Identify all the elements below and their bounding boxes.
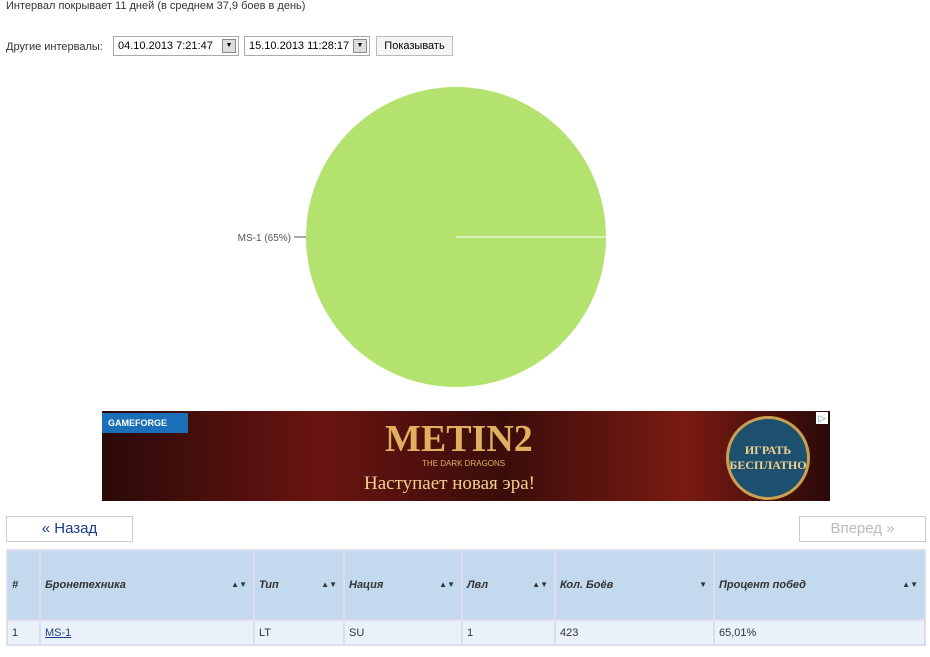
show-button[interactable]: Показывать: [376, 36, 453, 56]
sort-icon[interactable]: ▲▼: [231, 580, 247, 589]
ad-subtitle: THE DARK DRAGONS: [422, 459, 506, 468]
col-number: #: [6, 549, 41, 621]
col-label: Кол. Боёв: [560, 579, 614, 591]
col-type[interactable]: Тип ▲▼: [253, 549, 345, 621]
cell-number: 1: [6, 619, 41, 646]
pie-chart: MS-1 (65%): [238, 87, 606, 387]
table-header: # Бронетехника ▲▼ Тип ▲▼ Нация ▲▼ Лвл ▲▼ Кол…: [6, 549, 926, 621]
cell-winrate: 65,01%: [713, 619, 926, 646]
pie-slice-label: MS-1 (65%): [238, 233, 291, 244]
vehicle-table: # Бронетехника ▲▼ Тип ▲▼ Нация ▲▼ Лвл ▲▼ Кол…: [6, 549, 926, 646]
col-level[interactable]: Лвл ▲▼: [461, 549, 556, 621]
date-to-picker[interactable]: 15.10.2013 11:28:17 ▼: [244, 36, 370, 56]
ad-title: METIN2: [385, 418, 533, 460]
sort-icon[interactable]: ▲▼: [532, 580, 548, 589]
col-label: Лвл: [467, 579, 489, 591]
back-button[interactable]: « Назад: [6, 516, 133, 542]
date-from-value: 04.10.2013 7:21:47: [118, 40, 213, 52]
dropdown-arrow-icon[interactable]: ▼: [222, 39, 236, 53]
cell-nation: SU: [343, 619, 463, 646]
sort-icon[interactable]: ▲▼: [902, 580, 918, 589]
col-label: Нация: [349, 579, 384, 591]
cell-type: LT: [253, 619, 345, 646]
cell-level: 1: [461, 619, 556, 646]
ad-play-button[interactable]: ИГРАТЬ БЕСПЛАТНО: [726, 416, 810, 500]
date-to-value: 15.10.2013 11:28:17: [249, 40, 350, 52]
col-label: Тип: [259, 579, 279, 591]
col-vehicle[interactable]: Бронетехника ▲▼: [39, 549, 255, 621]
col-winrate[interactable]: Процент побед ▲▼: [713, 549, 926, 621]
vehicle-link[interactable]: MS-1: [45, 626, 72, 639]
ad-slogan: Наступает новая эра!: [364, 473, 535, 494]
dropdown-arrow-icon[interactable]: ▼: [353, 39, 367, 53]
sort-icon[interactable]: ▲▼: [439, 580, 455, 589]
cell-vehicle: MS-1: [39, 619, 255, 646]
interval-summary: Интервал покрывает 11 дней (в среднем 37…: [6, 0, 306, 12]
sort-desc-icon[interactable]: ▼: [699, 580, 707, 589]
intervals-label: Другие интервалы:: [6, 41, 103, 53]
sort-icon[interactable]: ▲▼: [321, 580, 337, 589]
forward-button[interactable]: Вперед »: [799, 516, 926, 542]
cell-battles: 423: [554, 619, 715, 646]
date-from-picker[interactable]: 04.10.2013 7:21:47 ▼: [113, 36, 239, 56]
ad-info-icon[interactable]: ▷: [816, 412, 828, 424]
ad-banner[interactable]: GAMEFORGE METIN2 THE DARK DRAGONS Наступ…: [102, 411, 830, 501]
col-label: Процент побед: [719, 579, 806, 591]
ad-brand: GAMEFORGE: [102, 413, 188, 433]
col-nation[interactable]: Нация ▲▼: [343, 549, 463, 621]
table-row: 1 MS-1 LT SU 1 423 65,01%: [6, 619, 926, 646]
col-label: Бронетехника: [45, 579, 126, 591]
col-battles[interactable]: Кол. Боёв ▼: [554, 549, 715, 621]
